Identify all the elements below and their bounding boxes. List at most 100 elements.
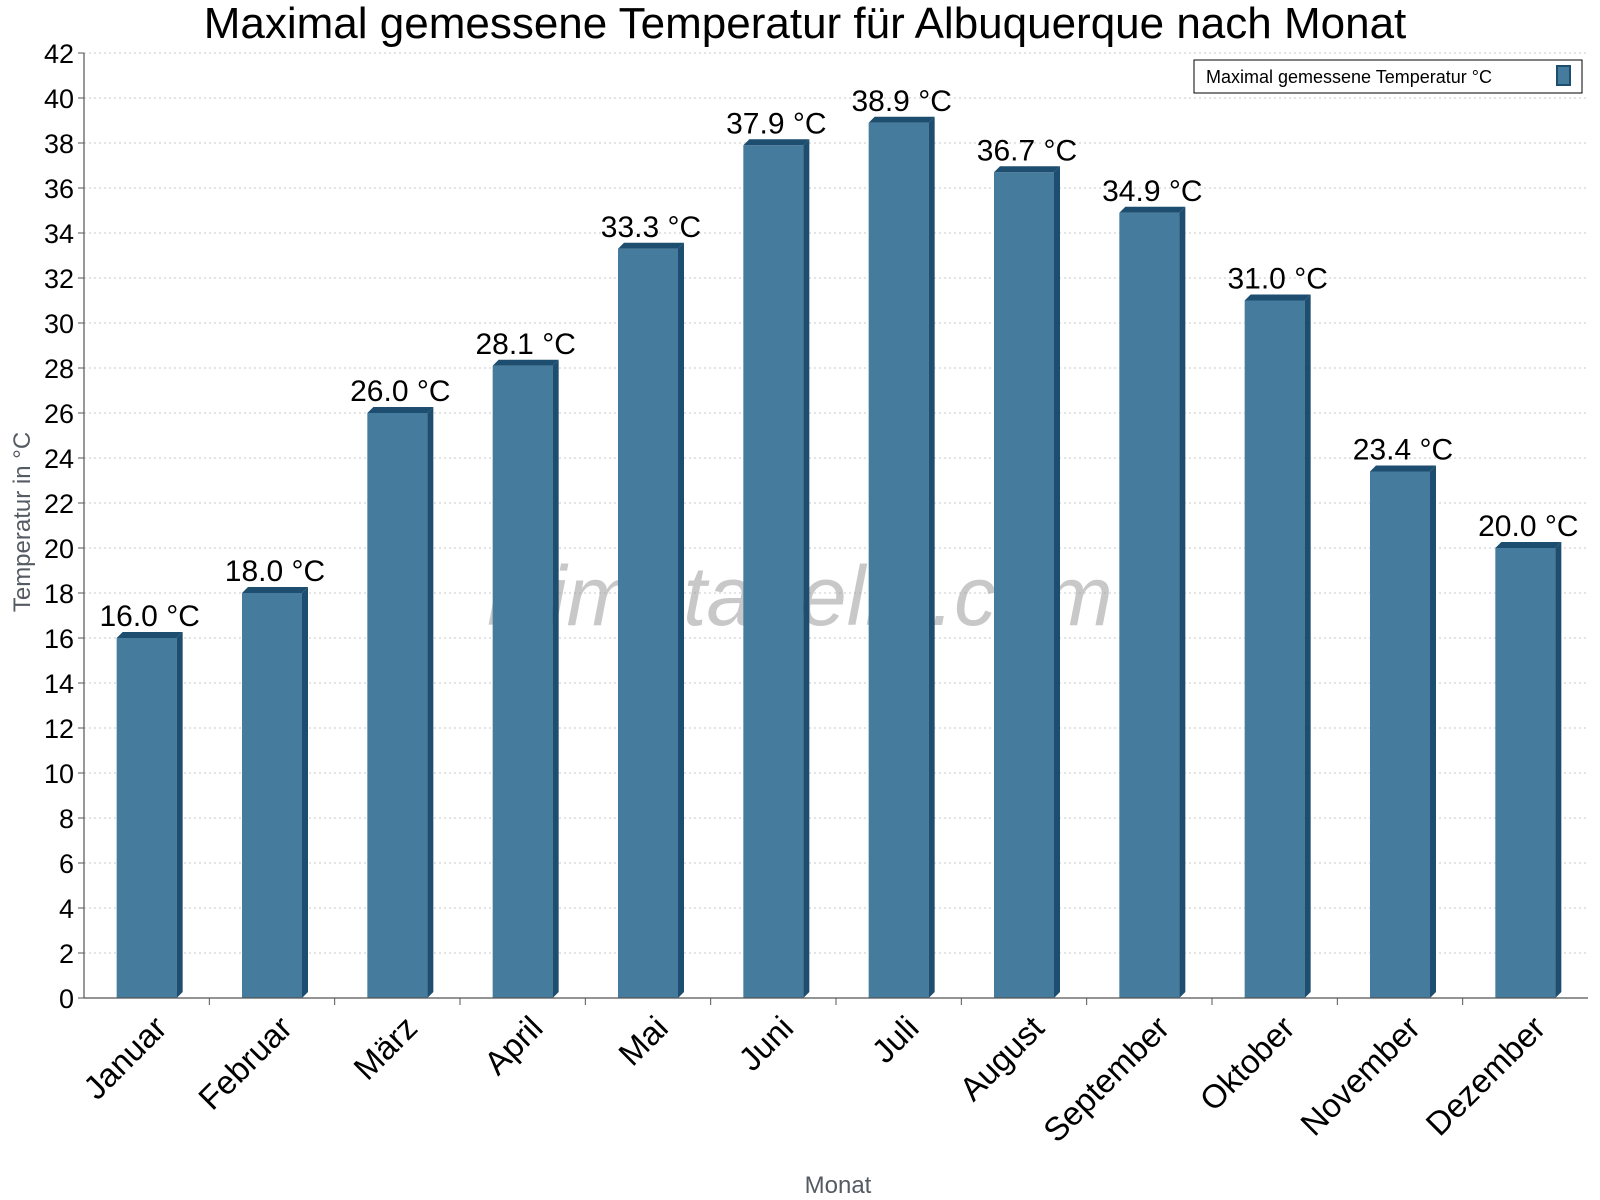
y-tick-label: 10	[44, 759, 74, 789]
bar-mai: 33.3 °C	[601, 211, 701, 998]
legend: Maximal gemessene Temperatur °C	[1193, 59, 1583, 94]
x-tick-label: April	[477, 1009, 550, 1082]
chart-title: Maximal gemessene Temperatur für Albuque…	[204, 0, 1407, 48]
bar-juni: 37.9 °C	[726, 107, 827, 998]
bar	[1370, 471, 1430, 998]
data-label: 31.0 °C	[1227, 263, 1327, 296]
bar-top-face	[116, 632, 183, 638]
bar-top-face	[367, 407, 434, 413]
x-tick-label: März	[346, 1009, 424, 1087]
data-label: 34.9 °C	[1102, 175, 1202, 208]
y-tick-label: 36	[44, 174, 74, 204]
bar-side-face	[1304, 294, 1311, 998]
bar	[743, 145, 804, 998]
bar-top-face	[868, 116, 935, 123]
bar-top-face	[743, 139, 810, 146]
bar	[1244, 300, 1305, 998]
data-label: 23.4 °C	[1353, 434, 1453, 467]
bar-april: 28.1 °C	[475, 328, 576, 998]
bar-januar: 16.0 °C	[99, 600, 200, 998]
x-tick-label: Juli	[864, 1009, 925, 1070]
bar-top-face	[242, 587, 308, 593]
x-tick-label: Juni	[731, 1009, 800, 1078]
bar-side-face	[1054, 166, 1060, 998]
y-tick-label: 18	[44, 579, 74, 609]
bar-side-face	[803, 139, 810, 998]
bar-side-face	[427, 407, 434, 998]
bar-märz: 26.0 °C	[350, 375, 451, 998]
y-tick-label: 0	[59, 984, 74, 1014]
data-label: 33.3 °C	[601, 211, 701, 244]
data-label: 37.9 °C	[726, 107, 826, 140]
y-tick-label: 16	[44, 624, 74, 654]
bar-side-face	[1430, 465, 1436, 998]
bar	[994, 172, 1054, 998]
y-tick-label: 30	[44, 309, 74, 339]
y-tick-label: 4	[59, 894, 74, 924]
legend-swatch	[1556, 65, 1571, 86]
bar-februar: 18.0 °C	[225, 555, 325, 998]
y-tick-label: 24	[44, 444, 74, 474]
x-tick-label: Januar	[76, 1009, 174, 1107]
bar	[492, 365, 553, 998]
bar	[242, 593, 302, 998]
bar-top-face	[618, 242, 684, 249]
bar-top-face	[1119, 206, 1186, 213]
y-tick-label: 28	[44, 354, 74, 384]
y-tick-label: 40	[44, 84, 74, 114]
bar	[367, 413, 428, 998]
bar-oktober: 31.0 °C	[1227, 263, 1328, 998]
x-tick-label: September	[1036, 1009, 1176, 1149]
y-tick-label: 22	[44, 489, 74, 519]
data-label: 38.9 °C	[851, 85, 951, 118]
x-tick-label: Dezember	[1418, 1009, 1552, 1143]
bar-top-face	[994, 166, 1060, 173]
data-label: 20.0 °C	[1478, 510, 1578, 543]
y-tick-label: 14	[44, 669, 74, 699]
bar-top-face	[1370, 465, 1436, 472]
y-tick-label: 34	[44, 219, 74, 249]
y-tick-label: 6	[59, 849, 74, 879]
bar-top-face	[1495, 542, 1562, 548]
data-label: 28.1 °C	[475, 328, 575, 361]
y-tick-label: 20	[44, 534, 74, 564]
y-tick-label: 8	[59, 804, 74, 834]
bar-side-face	[1179, 206, 1186, 998]
bar-side-face	[552, 359, 559, 998]
x-axis-label: Monat	[805, 1172, 872, 1199]
y-axis-label: Temperatur in °C	[9, 432, 36, 612]
x-tick-label: Mai	[611, 1009, 675, 1073]
x-tick-label: Oktober	[1192, 1009, 1301, 1118]
bar	[868, 122, 929, 998]
legend-box	[1193, 59, 1583, 94]
bar-november: 23.4 °C	[1353, 434, 1453, 998]
bar	[116, 638, 177, 998]
bar-side-face	[302, 587, 308, 998]
y-tick-label: 42	[44, 39, 74, 69]
bar-side-face	[928, 116, 935, 998]
x-axis-ticks: Januar Februar März April Mai Juni Juli AugustS…	[76, 998, 1552, 1149]
bar-side-face	[678, 242, 684, 998]
y-tick-label: 12	[44, 714, 74, 744]
bar-juli: 38.9 °C	[851, 85, 952, 998]
bar-side-face	[176, 632, 183, 998]
y-tick-label: 38	[44, 129, 74, 159]
bar	[618, 248, 678, 998]
bar	[1119, 212, 1180, 998]
x-tick-label: Februar	[191, 1009, 299, 1117]
y-tick-label: 2	[59, 939, 74, 969]
data-label: 16.0 °C	[99, 600, 199, 633]
bars: 16.0 °C 18.0 °C 26.0 °C 28.1 °C 33.3 °C 37.9 …	[99, 85, 1579, 998]
bar-dezember: 20.0 °C	[1478, 510, 1579, 998]
bar	[1495, 548, 1556, 998]
x-tick-label: November	[1293, 1009, 1427, 1143]
x-tick-label: August	[952, 1009, 1051, 1108]
legend-label: Maximal gemessene Temperatur °C	[1206, 67, 1492, 87]
axes	[83, 53, 1588, 999]
data-label: 18.0 °C	[225, 555, 325, 588]
data-label: 36.7 °C	[977, 134, 1077, 167]
bar-august: 36.7 °C	[977, 134, 1077, 998]
bar-top-face	[492, 359, 559, 366]
